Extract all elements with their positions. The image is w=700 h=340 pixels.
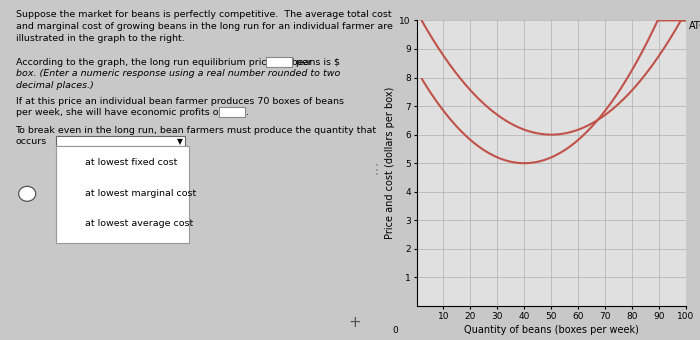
- Text: decimal places.): decimal places.): [15, 81, 93, 89]
- FancyBboxPatch shape: [56, 136, 185, 146]
- Text: If at this price an individual bean farmer produces 70 boxes of beans: If at this price an individual bean farm…: [15, 97, 344, 106]
- Circle shape: [19, 186, 36, 201]
- Text: illustrated in the graph to the right.: illustrated in the graph to the right.: [15, 34, 184, 43]
- Text: ⋮: ⋮: [370, 163, 384, 177]
- Text: box. (Enter a numeric response using a real number rounded to two: box. (Enter a numeric response using a r…: [15, 69, 340, 78]
- Text: occurs: occurs: [15, 137, 47, 146]
- Text: per: per: [293, 58, 312, 67]
- Text: ▼: ▼: [177, 137, 183, 146]
- Text: According to the graph, the long run equilibrium price for beans is $: According to the graph, the long run equ…: [15, 58, 339, 67]
- Text: +: +: [349, 315, 361, 330]
- FancyBboxPatch shape: [219, 107, 245, 117]
- Text: at lowest average cost: at lowest average cost: [85, 219, 194, 228]
- Text: and marginal cost of growing beans in the long run for an individual farmer are: and marginal cost of growing beans in th…: [15, 22, 393, 31]
- Text: at lowest fixed cost: at lowest fixed cost: [85, 158, 178, 167]
- Text: ATC: ATC: [689, 21, 700, 31]
- X-axis label: Quantity of beans (boxes per week): Quantity of beans (boxes per week): [464, 325, 638, 335]
- FancyBboxPatch shape: [56, 146, 189, 243]
- Y-axis label: Price and cost (dollars per box): Price and cost (dollars per box): [385, 87, 396, 239]
- FancyBboxPatch shape: [266, 57, 292, 67]
- Text: Suppose the market for beans is perfectly competitive.  The average total cost: Suppose the market for beans is perfectl…: [15, 10, 391, 19]
- Text: 0: 0: [392, 326, 398, 335]
- Text: To break even in the long run, bean farmers must produce the quantity that: To break even in the long run, bean farm…: [15, 126, 377, 135]
- Text: .: .: [246, 108, 249, 117]
- Text: at lowest marginal cost: at lowest marginal cost: [85, 189, 197, 198]
- Text: per week, she will have economic profits of $: per week, she will have economic profits…: [15, 108, 230, 117]
